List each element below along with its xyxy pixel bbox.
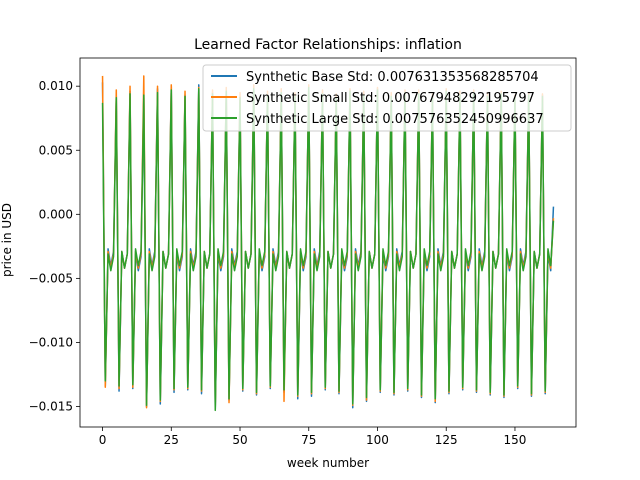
x-axis-label: week number (287, 456, 369, 470)
x-tick-label: 0 (99, 433, 107, 447)
series-line-3 (101, 86, 555, 412)
y-tick-label: 0.005 (39, 143, 73, 157)
x-tick-label: 100 (366, 433, 389, 447)
y-tick-label: −0.010 (29, 335, 73, 349)
x-tick-label: 25 (164, 433, 179, 447)
x-tick-label: 50 (232, 433, 247, 447)
plot-frame (79, 57, 577, 428)
legend-box (202, 64, 572, 132)
x-tick-label: 125 (435, 433, 458, 447)
y-tick-label: 0.010 (39, 79, 73, 93)
y-tick-label: −0.015 (29, 400, 73, 414)
y-tick-label: 0.000 (39, 207, 73, 221)
plot-area (101, 75, 555, 412)
x-tick-label: 150 (504, 433, 527, 447)
x-tick-label: 75 (301, 433, 316, 447)
y-tick-label: −0.005 (29, 271, 73, 285)
legend: Synthetic Base Std: 0.007631353568285704… (202, 64, 572, 132)
legend-label-3: Synthetic Large Std: 0.00757635245099663… (246, 112, 544, 127)
chart-title: Learned Factor Relationships: inflation (194, 37, 462, 53)
legend-label-2: Synthetic Small Std: 0.00767948292195797 (246, 91, 535, 106)
y-axis-label: price in USD (0, 203, 14, 277)
axes: 0 25 50 75 100 125 150 −0.015 −0.010 −0.005 0.000 0… (29, 57, 577, 447)
legend-label-1: Synthetic Base Std: 0.007631353568285704 (246, 70, 539, 85)
